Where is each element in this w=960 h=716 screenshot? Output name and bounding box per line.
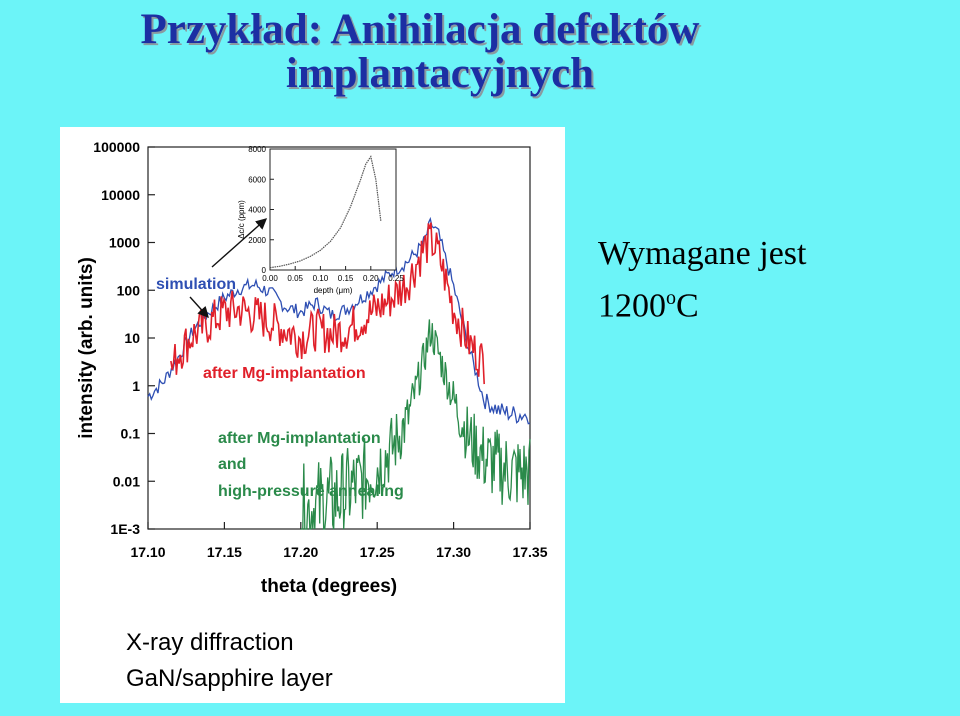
y-tick-label: 1 [132, 378, 140, 394]
inset-frame [269, 148, 397, 271]
inset-x-tick-label: 0.00 [262, 274, 278, 283]
temperature-value: 1200 [598, 287, 666, 325]
inset-y-tick-label: 8000 [248, 145, 266, 154]
inset-y-tick-label: 2000 [248, 236, 266, 245]
arrow-to-inset [211, 218, 268, 268]
x-tick-label: 17.20 [283, 544, 318, 560]
inset-y-tick-label: 0 [262, 266, 267, 275]
annotation-annealed-line-2: and [218, 456, 246, 473]
inset-y-tick-label: 6000 [248, 175, 266, 184]
caption-line-1: X-ray diffraction [126, 629, 294, 656]
annotation-annealed-line-1: after Mg-implantation [218, 430, 381, 447]
x-tick-label: 17.10 [130, 544, 165, 560]
title-line-1: Przykład: Anihilacja defektów [140, 6, 700, 53]
inset-x-axis-label: depth (μm) [314, 286, 353, 295]
x-tick-label: 17.25 [360, 544, 395, 560]
inset-y-tick-label: 4000 [248, 206, 266, 215]
x-tick-label: 17.15 [207, 544, 242, 560]
y-tick-label: 0.1 [121, 426, 141, 442]
temperature-unit: C [676, 287, 699, 325]
annotation-annealed-line-3: high-pressure annealing [218, 483, 404, 500]
inset-x-tick-label: 0.15 [338, 274, 354, 283]
caption-line-2: GaN/sapphire layer [126, 665, 333, 692]
y-tick-label: 0.01 [113, 473, 140, 489]
inset-x-tick-label: 0.05 [287, 274, 303, 283]
title-line-2: implantacyjnych [285, 50, 595, 97]
y-axis-label: intensity (arb. units) [76, 257, 97, 439]
annotation-simulation: simulation [156, 276, 236, 293]
y-tick-label: 10000 [101, 187, 140, 203]
series-line-3 [300, 319, 531, 530]
arrow-to-curve [189, 296, 209, 319]
series-line-2 [170, 222, 485, 385]
xrd-figure: 1E-3 0.01 0.1 1 10 100 1000 10000 100000 17.10 17.… [60, 127, 565, 703]
slide-title: Przykład: Anihilacja defektów implantacy… [0, 8, 960, 96]
inset-x-tick-label: 0.10 [313, 274, 329, 283]
annotation-after-implantation: after Mg-implantation [203, 365, 366, 382]
x-tick-label: 17.35 [512, 544, 547, 560]
y-tick-label: 100000 [93, 139, 140, 155]
x-axis-label: theta (degrees) [261, 576, 397, 597]
degree-mark: o [666, 287, 676, 309]
requirement-note: Wymagane jest 1200oC [598, 232, 806, 328]
note-line-2: 1200oC [598, 276, 806, 328]
x-tick-label: 17.30 [436, 544, 471, 560]
xrd-chart: 1E-3 0.01 0.1 1 10 100 1000 10000 100000 17.10 17.… [76, 139, 548, 597]
inset-y-axis-label: Δc/c (ppm) [237, 200, 246, 239]
y-tick-label: 1000 [109, 235, 140, 251]
inset-x-tick-label: 0.25 [388, 274, 404, 283]
y-tick-label: 100 [117, 282, 141, 298]
note-line-1: Wymagane jest [598, 235, 807, 272]
inset-x-tick-label: 0.20 [363, 274, 379, 283]
y-tick-label: 10 [124, 330, 140, 346]
y-tick-label: 1E-3 [110, 521, 140, 537]
